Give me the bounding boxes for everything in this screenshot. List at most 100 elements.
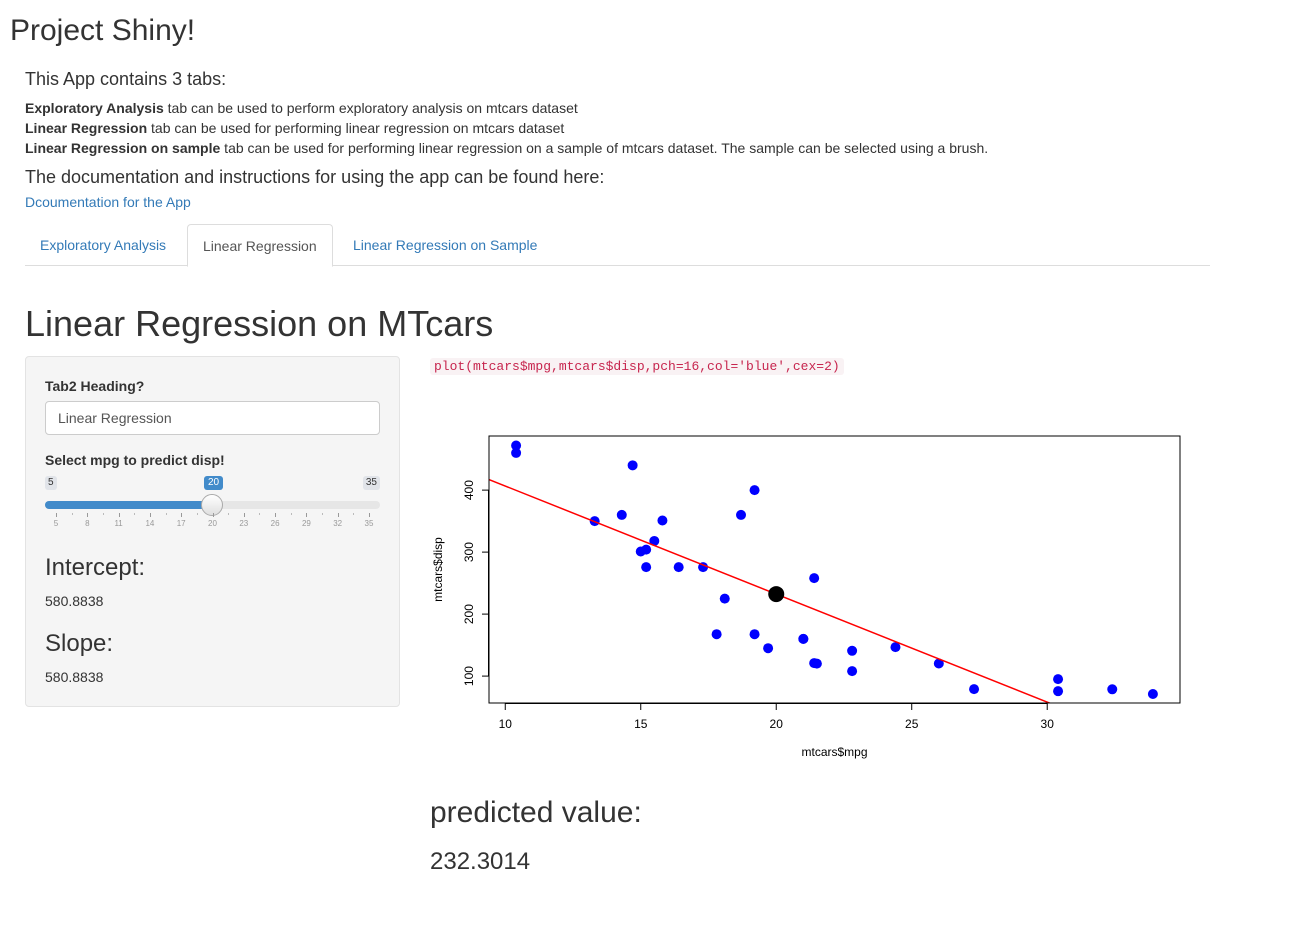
y-tick-label: 300 [462,542,476,562]
slider-label: Select mpg to predict disp! [45,452,225,468]
slider-tick-label: 29 [301,519,311,528]
slider-tick [369,513,370,517]
slider-handle[interactable] [201,494,223,516]
x-tick-label: 15 [634,717,648,731]
slider-tick [212,513,214,517]
data-point [641,562,652,573]
slider-minor-tick [228,513,230,515]
documentation-text: The documentation and instructions for u… [25,167,605,187]
slider-minor-tick [353,513,355,515]
slider-tick-label: 8 [85,519,90,528]
y-tick-label: 100 [462,666,476,686]
tab-linear-regression-on-sample[interactable]: Linear Regression on Sample [353,237,538,253]
data-point [798,633,809,644]
sidebar-panel: Tab2 Heading? Select mpg to predict disp… [25,356,400,707]
plot-code: plot(mtcars$mpg,mtcars$disp,pch=16,col='… [430,358,844,375]
page-heading: Linear Regression on MTcars [25,303,494,344]
slider-minor-tick [102,513,104,515]
data-point [1147,689,1158,700]
slider-tick-label: 11 [114,519,123,528]
desc-bold: Linear Regression on sample [25,140,221,156]
desc-bold: Exploratory Analysis [25,100,164,116]
data-point [809,658,820,669]
intro-heading: This App contains 3 tabs: [25,69,227,89]
slider-tick-label: 5 [53,519,59,528]
x-tick-label: 20 [770,717,784,731]
desc-text: tab can be used for performing linear re… [220,140,989,156]
data-point [736,509,747,520]
intercept-heading: Intercept: [45,554,146,581]
y-axis-label: mtcars$disp [431,537,445,602]
data-point [809,573,820,584]
desc-text: tab can be used for performing linear re… [147,120,565,136]
slider-minor-tick [71,513,73,515]
intro-section: This App contains 3 tabs: Exploratory An… [25,68,1225,212]
desc-text: tab can be used to perform exploratory a… [163,100,578,116]
data-point [1107,684,1118,695]
data-point [763,643,774,654]
tab-description-linear: Linear Regression tab can be used for pe… [25,118,1225,138]
x-tick-label: 10 [499,717,513,731]
tab-exploratory-analysis[interactable]: Exploratory Analysis [40,237,167,253]
data-point [890,642,901,653]
slider-tick-label: 26 [270,519,280,528]
data-point [616,509,627,520]
plot-frame [488,435,1181,704]
data-point [749,629,760,640]
data-point [1053,686,1064,697]
slider-minor-tick [290,513,292,515]
tab-description-sample: Linear Regression on sample tab can be u… [25,138,1225,158]
slider-tick-label: 35 [364,519,374,528]
slider-tick [243,513,245,517]
slope-value: 580.8838 [45,669,104,685]
heading-input[interactable] [45,401,380,435]
data-point [969,684,980,695]
slider-tick-label: 14 [145,519,155,528]
slider-tick [306,513,308,517]
data-point [847,666,858,677]
predicted-point [768,586,785,603]
slider-minor-tick [259,513,261,515]
data-point [627,460,638,471]
tab-bar: Exploratory Analysis Linear Regression L… [25,224,1210,267]
x-axis-label: mtcars$mpg [801,745,867,759]
data-point [635,546,646,557]
slider-value-label: 20 [204,476,224,490]
data-point [511,440,522,451]
tab-linear-regression[interactable]: Linear Regression [187,224,333,267]
slider-tick-label: 23 [239,519,249,528]
slider-tick [149,513,151,517]
y-tick-label: 400 [462,480,476,500]
slider-tick-label: 17 [176,519,186,528]
slider-minor-tick [165,513,167,515]
slider-tick-label: 32 [333,519,343,528]
x-tick-label: 30 [1041,717,1055,731]
data-point [933,658,944,669]
predicted-value: 232.3014 [430,848,531,875]
data-point [749,485,760,496]
slider-tick [337,513,339,517]
regression-line [489,478,1052,703]
slider-tick [118,513,120,517]
slider-ticks: 5 8 11 14 17 20 23 26 29 32 35 [45,513,380,533]
slider-minor-tick [322,513,324,515]
predicted-heading: predicted value: [430,796,642,829]
slider-tick [56,513,57,517]
slider-minor-tick [196,513,198,515]
x-tick-label: 25 [905,717,919,731]
desc-bold: Linear Regression [25,120,148,136]
tab-description-exploratory: Exploratory Analysis tab can be used to … [25,98,1225,118]
data-point [649,535,660,546]
slider-minor-tick [134,513,136,515]
data-point [719,593,730,604]
intercept-value: 580.8838 [45,593,104,609]
mpg-slider[interactable]: 5 20 35 5 8 11 14 17 20 23 26 29 32 35 [45,473,380,533]
scatter-plot: 10 15 20 25 30 100 200 300 400 mtcars$mpg mtcars$d… [431,435,1181,759]
documentation-link[interactable]: Dcoumentation for the App [25,194,191,210]
slider-tick [87,513,89,517]
data-point [657,515,668,526]
data-point [673,562,684,573]
slider-tick [181,513,183,517]
data-point [711,629,722,640]
slider-tick-label: 20 [208,519,217,528]
